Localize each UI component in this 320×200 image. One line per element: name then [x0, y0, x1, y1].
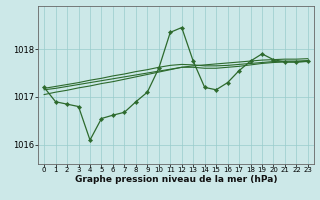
X-axis label: Graphe pression niveau de la mer (hPa): Graphe pression niveau de la mer (hPa)	[75, 175, 277, 184]
